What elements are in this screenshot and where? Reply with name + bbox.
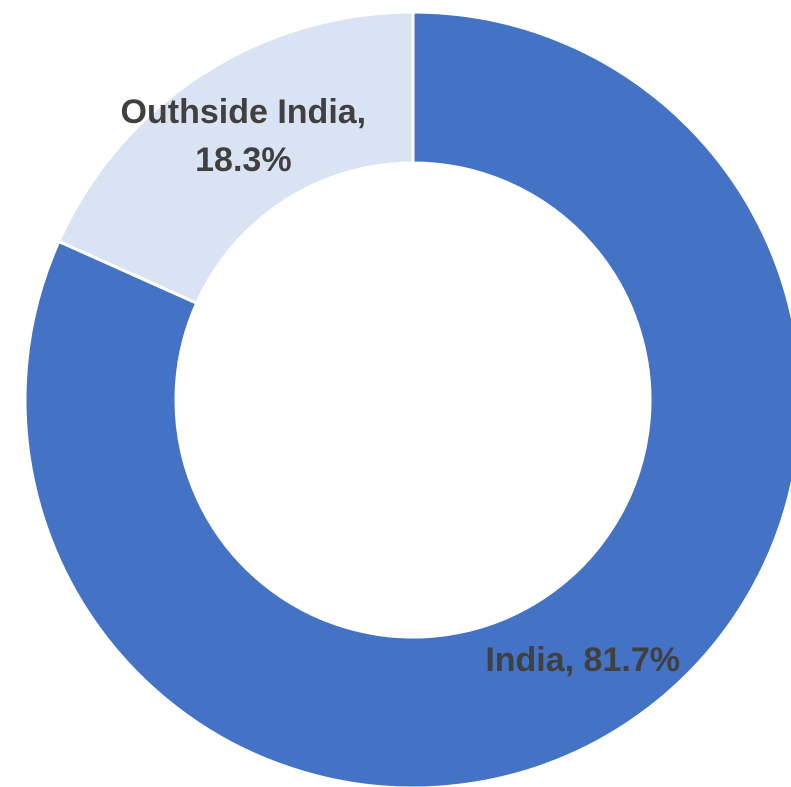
donut-slice [56,10,415,306]
data-label: India, 81.7% [485,641,680,679]
donut-slice [23,10,791,787]
data-label: Outhside India, 18.3% [121,93,367,179]
data-label-line: Outhside India, [121,93,367,131]
data-label-line: 18.3% [195,141,291,179]
